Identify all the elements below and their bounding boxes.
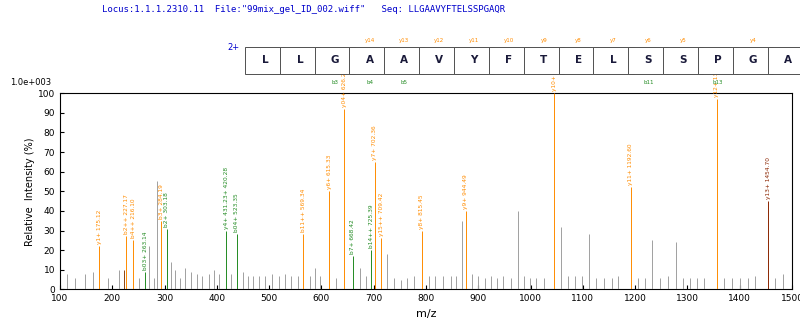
Text: y1+ 175.12: y1+ 175.12 — [97, 210, 102, 244]
Text: y7+ 702.36: y7+ 702.36 — [372, 125, 378, 160]
Text: y5: y5 — [680, 38, 686, 43]
Text: E: E — [575, 56, 582, 65]
Text: y6: y6 — [645, 38, 652, 43]
Text: A: A — [366, 56, 374, 65]
Text: L: L — [610, 56, 617, 65]
Text: y04+ 626.25: y04+ 626.25 — [342, 69, 347, 107]
Text: A: A — [400, 56, 408, 65]
Text: L: L — [262, 56, 268, 65]
Text: b04+ 523.35: b04+ 523.35 — [234, 194, 239, 232]
Text: b4++ 216.10: b4++ 216.10 — [130, 199, 136, 238]
Text: b3: b3 — [331, 80, 338, 85]
Text: b14++ 725.39: b14++ 725.39 — [369, 205, 374, 248]
Text: T: T — [540, 56, 547, 65]
Text: b7+ 668.42: b7+ 668.42 — [350, 219, 355, 254]
Text: 2+: 2+ — [227, 43, 240, 52]
Text: y6+ 615.33: y6+ 615.33 — [326, 155, 332, 189]
Text: b11++ 569.34: b11++ 569.34 — [301, 189, 306, 232]
Text: y9: y9 — [541, 38, 547, 43]
Text: b13: b13 — [713, 80, 723, 85]
Text: 1.0e+003: 1.0e+003 — [10, 77, 50, 87]
Text: y9+ 944.49: y9+ 944.49 — [463, 174, 468, 209]
Text: V: V — [435, 56, 443, 65]
Text: y8+ 815.45: y8+ 815.45 — [419, 194, 424, 229]
Text: y12+ 1356.67: y12+ 1356.67 — [714, 55, 719, 97]
Text: b4: b4 — [366, 80, 373, 85]
Text: y11+ 1192.60: y11+ 1192.60 — [629, 144, 634, 185]
Text: b2++ 227.17: b2++ 227.17 — [124, 195, 129, 234]
Text: P: P — [714, 56, 722, 65]
Y-axis label: Relative  Intensity (%): Relative Intensity (%) — [25, 137, 35, 246]
Text: y12: y12 — [434, 38, 444, 43]
X-axis label: m/z: m/z — [416, 309, 436, 319]
Text: S: S — [645, 56, 652, 65]
Text: y13: y13 — [399, 38, 410, 43]
Text: y4: y4 — [750, 38, 756, 43]
Text: y4+ 431.23+ 420.28: y4+ 431.23+ 420.28 — [224, 166, 229, 229]
Text: Locus:1.1.1.2310.11  File:"99mix_gel_ID_002.wiff"   Seq: LLGAAVYFTELSSPGAQR: Locus:1.1.1.2310.11 File:"99mix_gel_ID_0… — [102, 5, 506, 14]
Text: A: A — [784, 56, 792, 65]
Text: b5: b5 — [401, 80, 408, 85]
Text: Y: Y — [470, 56, 478, 65]
Text: y8: y8 — [575, 38, 582, 43]
Text: y10: y10 — [504, 38, 514, 43]
Text: y15++ 709.42: y15++ 709.42 — [378, 193, 383, 236]
Text: b3+ 284.19: b3+ 284.19 — [159, 184, 164, 219]
Text: b03+ 263.14: b03+ 263.14 — [142, 231, 148, 270]
Text: y14: y14 — [365, 38, 374, 43]
Text: S: S — [679, 56, 687, 65]
Text: b11: b11 — [643, 80, 654, 85]
Text: G: G — [330, 56, 339, 65]
Text: b2+ 303.18: b2+ 303.18 — [164, 192, 169, 227]
Text: y13+ 1454.70: y13+ 1454.70 — [766, 157, 771, 199]
Text: G: G — [749, 56, 758, 65]
Text: y10+ 1045.55: y10+ 1045.55 — [552, 49, 557, 91]
Text: L: L — [297, 56, 303, 65]
Text: F: F — [506, 56, 513, 65]
Text: y7: y7 — [610, 38, 617, 43]
Text: y11: y11 — [469, 38, 479, 43]
